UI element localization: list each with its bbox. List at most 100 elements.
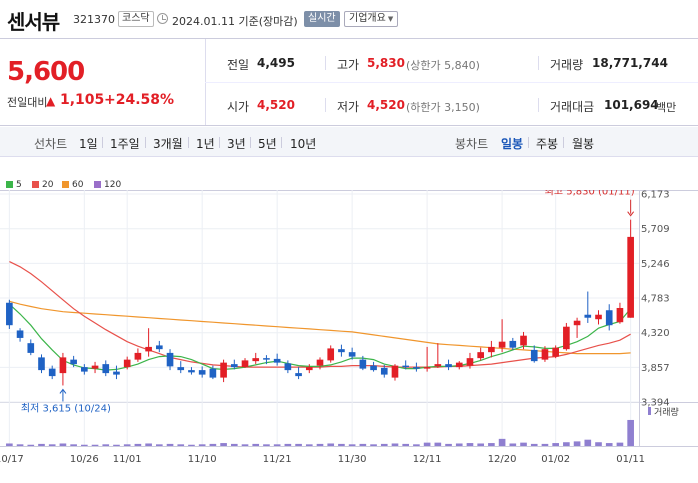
volume-bar	[113, 444, 120, 446]
volume-bar	[6, 443, 13, 446]
volume-bar	[295, 443, 302, 446]
col-divider	[538, 56, 539, 70]
volume-bar	[27, 444, 35, 446]
legend-swatch-ma120	[94, 181, 101, 188]
candle-body	[605, 310, 613, 326]
candle-body	[359, 359, 367, 369]
period-3m[interactable]: 3개월	[153, 137, 183, 151]
volume-bar	[391, 443, 399, 446]
volume-bar	[273, 444, 281, 446]
period-3y[interactable]: 3년	[227, 137, 246, 151]
candle-weekly[interactable]: 주봉	[536, 137, 559, 151]
volume-bar	[230, 443, 238, 446]
volume-bar	[445, 443, 452, 446]
high-arrow-head	[627, 211, 635, 217]
summary-row-divider	[205, 82, 698, 83]
volume-bar	[498, 438, 506, 446]
volume-bar	[70, 444, 77, 446]
volume-bar	[466, 443, 474, 446]
realtime-button[interactable]: 실시간	[304, 11, 340, 27]
low-arrow-head	[59, 388, 67, 394]
change-amount: 1,105	[60, 92, 105, 108]
volume-bar	[338, 443, 345, 446]
candle-daily[interactable]: 일봉	[501, 137, 524, 151]
candle-body	[327, 348, 335, 361]
volume-bar	[616, 442, 624, 446]
candle-body	[348, 352, 356, 357]
candle-body	[509, 340, 517, 348]
volume-bar	[552, 443, 559, 446]
price-summary: 5,600 전일대비 ▲ 1,105 +24.58% 전일 4,495 고가 5…	[0, 38, 698, 126]
period-1d[interactable]: 1일	[79, 137, 98, 151]
legend-swatch-ma60	[62, 181, 69, 188]
period-1w[interactable]: 1주일	[110, 137, 140, 151]
legend-ma5: 5	[16, 180, 22, 190]
volume-bar	[59, 443, 67, 446]
volume-bar	[198, 444, 206, 446]
volume-bar	[509, 443, 517, 446]
low-value: 4,520	[367, 98, 405, 112]
trade-amount-value: 101,694	[604, 98, 659, 112]
y-tick-label: 4,783	[641, 294, 670, 305]
company-info-dropdown[interactable]: 기업개요 ▼	[344, 11, 399, 27]
candle-body	[134, 352, 142, 360]
candle-body	[113, 371, 120, 375]
volume-label: 거래량	[654, 406, 679, 418]
candle-body	[413, 367, 420, 369]
change-rate: +24.58%	[104, 92, 175, 108]
y-tick-label: 3,394	[641, 398, 670, 409]
trade-amount-unit: 백만	[656, 101, 677, 114]
line-chart-label: 선차트	[34, 137, 68, 151]
volume-bar	[477, 443, 484, 446]
candle-body	[552, 347, 559, 357]
low-annotation: 최저 3,615 (10/24)	[21, 402, 111, 414]
volume-bar	[584, 439, 592, 446]
base-date: 2024.01.11 기준(장마감)	[172, 15, 298, 28]
stock-header: 센서뷰 321370 코스닥 2024.01.11 기준(장마감) 실시간 기업…	[0, 0, 698, 38]
volume-bar	[145, 443, 152, 446]
period-10y[interactable]: 10년	[290, 137, 317, 151]
volume-bar	[348, 444, 356, 446]
volume-bar	[91, 444, 99, 446]
candle-body	[156, 345, 163, 350]
period-1y[interactable]: 1년	[196, 137, 215, 151]
candle-body	[241, 360, 249, 368]
volume-bar	[541, 443, 549, 446]
volume-bar	[123, 444, 131, 446]
candle-body	[563, 326, 570, 350]
candle-body	[520, 335, 527, 346]
open-value: 4,520	[257, 98, 295, 112]
candle-body	[70, 359, 77, 365]
volume-bar	[402, 443, 410, 446]
toolbar-divider	[145, 137, 146, 148]
candle-body	[220, 362, 227, 378]
candle-body	[338, 349, 345, 353]
volume-bar	[16, 444, 24, 446]
volume-bar	[627, 419, 634, 446]
x-tick-label: 11/21	[263, 454, 292, 465]
toolbar-divider	[563, 137, 564, 148]
y-tick-label: 4,320	[641, 328, 670, 339]
candle-body	[81, 367, 88, 372]
candle-body	[59, 357, 67, 374]
candle-monthly[interactable]: 월봉	[572, 137, 595, 151]
volume-bar	[220, 443, 227, 446]
candle-body	[498, 341, 506, 348]
y-tick-label: 6,173	[641, 190, 670, 201]
toolbar-divider	[188, 137, 189, 148]
volume-bar	[380, 443, 388, 446]
candle-body	[423, 367, 431, 369]
volume-bar	[177, 444, 185, 446]
candle-body	[380, 367, 388, 375]
volume-bar	[38, 443, 45, 446]
volume-bar	[81, 444, 88, 446]
open-label: 시가	[227, 100, 250, 114]
legend-ma20: 20	[42, 180, 54, 190]
clock-icon	[157, 13, 168, 24]
candlestick-chart[interactable]: 6,173 5,709 5,246 4,783 4,320 3,857 3,394 10/17…	[0, 190, 698, 483]
trade-amount-label: 거래대금	[550, 100, 595, 114]
volume-bar	[188, 444, 195, 446]
period-5y[interactable]: 5년	[258, 137, 277, 151]
legend-ma120: 120	[104, 180, 122, 190]
candle-body	[466, 358, 474, 366]
